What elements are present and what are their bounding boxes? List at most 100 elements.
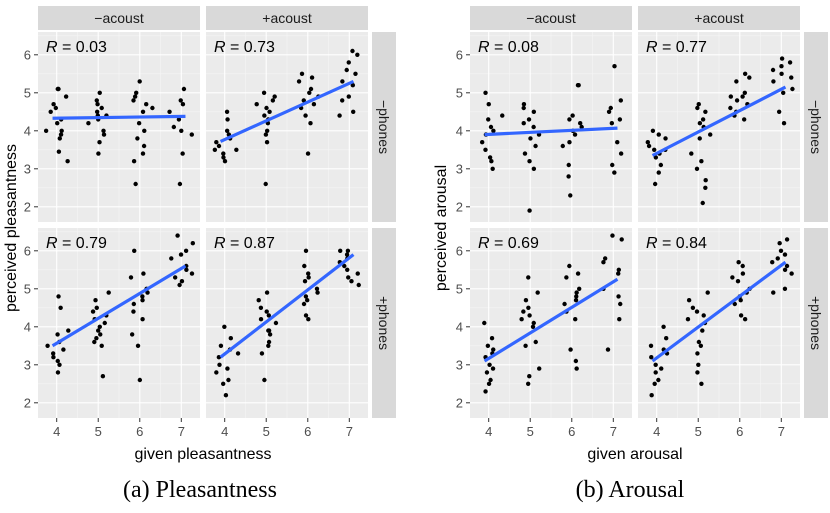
- data-point: [102, 320, 107, 326]
- data-point: [55, 121, 60, 126]
- y-tick-label: 3: [456, 357, 463, 372]
- data-point: [264, 128, 270, 133]
- data-point: [106, 290, 111, 295]
- data-point: [225, 366, 230, 371]
- data-point: [266, 328, 271, 333]
- data-point: [705, 290, 710, 295]
- data-point: [136, 121, 142, 126]
- data-point: [262, 113, 267, 118]
- data-point: [267, 332, 273, 337]
- facet-strip-column: [206, 6, 368, 30]
- data-point: [577, 286, 582, 291]
- data-point: [131, 301, 137, 307]
- data-point: [99, 105, 104, 111]
- data-point: [779, 63, 784, 69]
- data-point: [303, 294, 309, 299]
- data-point: [645, 140, 651, 145]
- y-tick-label: 5: [24, 281, 31, 296]
- data-point: [782, 252, 788, 257]
- data-point: [771, 79, 776, 84]
- data-point: [180, 151, 185, 156]
- data-point: [306, 271, 311, 276]
- x-tick-label: 7: [178, 424, 185, 439]
- x-tick-label: 7: [610, 424, 617, 439]
- data-point: [137, 79, 142, 84]
- y-tick-label: 5: [24, 85, 31, 100]
- facet-strip-column: [638, 6, 800, 30]
- data-point: [573, 298, 579, 303]
- data-point: [351, 109, 356, 115]
- data-point: [696, 362, 701, 367]
- data-point: [527, 313, 532, 318]
- data-point: [775, 256, 780, 261]
- data-point: [701, 313, 706, 318]
- data-point: [579, 124, 584, 130]
- data-point: [575, 271, 581, 276]
- data-point: [344, 67, 349, 73]
- data-point: [178, 98, 183, 103]
- data-point: [652, 381, 657, 386]
- data-point: [618, 301, 623, 307]
- data-point: [648, 343, 654, 348]
- facet-panel: R = 0.03 2 3 4 5 6: [24, 32, 200, 222]
- data-point: [521, 102, 527, 107]
- data-point: [779, 56, 785, 61]
- data-point: [697, 136, 702, 141]
- data-point: [216, 143, 222, 149]
- data-point: [345, 267, 350, 272]
- data-point: [489, 159, 494, 164]
- data-point: [43, 128, 49, 133]
- data-point: [567, 263, 572, 269]
- data-point: [708, 132, 713, 137]
- data-point: [609, 121, 615, 126]
- data-point: [619, 237, 624, 242]
- data-point: [45, 343, 50, 348]
- data-point: [218, 343, 224, 348]
- data-point: [346, 275, 351, 280]
- data-point: [302, 263, 307, 269]
- data-point: [491, 347, 496, 352]
- data-point: [738, 313, 744, 318]
- data-point: [307, 90, 312, 96]
- facet-panel: R = 0.84 4 5 6 7: [638, 228, 800, 439]
- data-point: [66, 328, 71, 333]
- y-tick-label: 6: [456, 243, 463, 258]
- data-point: [267, 109, 272, 115]
- y-tick-label: 4: [456, 319, 463, 334]
- data-point: [560, 143, 565, 149]
- data-point: [262, 377, 267, 383]
- data-point: [308, 86, 314, 92]
- data-point: [315, 290, 320, 295]
- data-point: [577, 121, 583, 126]
- y-tick-label: 5: [456, 281, 463, 296]
- data-point: [730, 275, 735, 280]
- x-tick-label: 4: [653, 424, 660, 439]
- data-point: [663, 136, 668, 141]
- data-point: [96, 151, 101, 156]
- data-point: [521, 105, 526, 111]
- data-point: [784, 263, 790, 269]
- data-point: [129, 332, 135, 337]
- data-point: [353, 71, 358, 77]
- data-point: [228, 336, 234, 341]
- data-point: [178, 252, 184, 257]
- data-point: [742, 90, 748, 96]
- regression-line: [51, 264, 187, 348]
- y-tick-label: 6: [24, 243, 31, 258]
- y-tick-label: 3: [24, 161, 31, 176]
- data-point: [606, 109, 612, 115]
- data-point: [562, 301, 567, 307]
- data-point: [526, 305, 531, 310]
- data-point: [141, 143, 147, 149]
- regression-line: [52, 114, 186, 120]
- data-point: [741, 117, 747, 122]
- data-point: [224, 128, 230, 133]
- data-point: [221, 381, 226, 386]
- data-point: [573, 358, 579, 364]
- data-point: [653, 155, 659, 160]
- data-point: [486, 102, 491, 107]
- data-point: [696, 102, 701, 107]
- data-point: [221, 155, 226, 160]
- subfigure-caption: (b) Arousal: [576, 477, 685, 503]
- x-tick-label: 6: [304, 424, 311, 439]
